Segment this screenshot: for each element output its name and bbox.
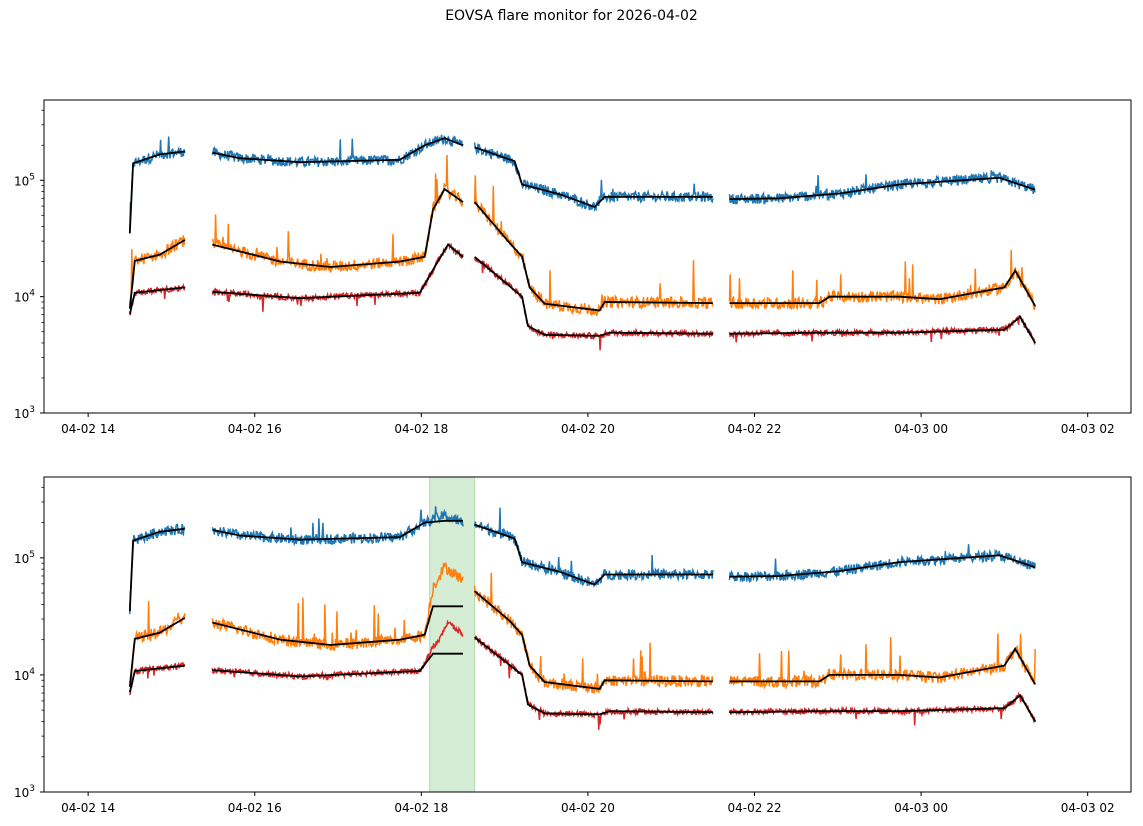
x-tick: 04-02 22 xyxy=(728,413,782,436)
x-tick: 04-02 14 xyxy=(61,413,115,436)
x-tick: 04-03 02 xyxy=(1061,792,1115,815)
fit-blue-segment-1 xyxy=(212,519,463,541)
panel-top: 04-02 14 04-02 16 04-02 18 04-02 20 04-02 22… xyxy=(14,99,1132,436)
fit-blue-segment-1 xyxy=(212,137,464,164)
x-tick: 04-03 00 xyxy=(894,792,948,815)
x-tick: 04-03 00 xyxy=(894,413,948,436)
fit-red-segment-1 xyxy=(212,652,463,678)
series-blue-segment-1 xyxy=(211,506,464,547)
series-blue-segment-1 xyxy=(211,134,464,169)
x-tick-label: 04-02 16 xyxy=(228,422,282,436)
x-tick-label: 04-02 14 xyxy=(61,422,115,436)
fit-blue-segment-3 xyxy=(729,554,1036,578)
fit-red-segment-3 xyxy=(729,315,1036,344)
y-tick: 104 xyxy=(14,667,44,683)
x-tick-label: 04-03 02 xyxy=(1061,801,1115,815)
fit-orange-segment-3 xyxy=(729,647,1036,685)
x-tick-label: 04-02 18 xyxy=(394,801,448,815)
x-tick: 04-02 22 xyxy=(728,792,782,815)
x-tick-label: 04-02 20 xyxy=(561,422,615,436)
series-blue-segment-2 xyxy=(473,142,714,213)
x-tick: 04-02 16 xyxy=(228,413,282,436)
fit-blue-segment-0 xyxy=(128,527,185,612)
axes-frame xyxy=(43,476,1132,793)
fit-blue-segment-0 xyxy=(128,150,185,234)
x-tick-label: 04-03 00 xyxy=(894,422,948,436)
x-tick-label: 04-03 00 xyxy=(894,801,948,815)
x-tick-label: 04-02 14 xyxy=(61,801,115,815)
x-tick: 04-02 18 xyxy=(394,413,448,436)
series-orange-segment-2 xyxy=(473,572,714,694)
series-blue-segment-0 xyxy=(129,136,186,232)
x-tick-label: 04-02 20 xyxy=(561,801,615,815)
series-blue-segment-3 xyxy=(728,544,1036,584)
y-tick-label: 105 xyxy=(14,550,35,566)
fit-red-segment-3 xyxy=(729,693,1036,722)
fit-orange-segment-2 xyxy=(474,590,713,690)
y-tick-label: 104 xyxy=(14,289,35,305)
series-orange-segment-0 xyxy=(129,235,186,305)
fit-orange-segment-2 xyxy=(473,201,713,312)
x-tick: 04-02 20 xyxy=(561,413,615,436)
y-tick: 105 xyxy=(14,550,44,566)
flare-interval-band xyxy=(429,476,476,793)
panel-bottom: 04-02 14 04-02 16 04-02 18 04-02 20 04-02 22… xyxy=(14,476,1132,815)
y-tick-label: 103 xyxy=(14,405,35,421)
x-tick-label: 04-03 02 xyxy=(1061,422,1115,436)
series-red-segment-2 xyxy=(474,635,714,730)
y-tick: 104 xyxy=(14,289,44,305)
series-blue-segment-0 xyxy=(129,523,186,615)
series-red-segment-0 xyxy=(129,283,186,316)
fit-blue-segment-2 xyxy=(474,523,713,586)
series-orange-segment-0 xyxy=(129,601,186,683)
x-tick: 04-02 14 xyxy=(61,792,115,815)
y-tick-label: 104 xyxy=(14,667,35,683)
x-tick: 04-02 16 xyxy=(228,792,282,815)
fit-orange-segment-0 xyxy=(128,239,186,309)
x-tick: 04-02 18 xyxy=(394,792,448,815)
series-orange-segment-3 xyxy=(728,633,1036,691)
y-tick: 103 xyxy=(14,405,44,421)
y-tick: 105 xyxy=(14,172,44,188)
fit-orange-segment-1 xyxy=(212,187,464,268)
x-tick-label: 04-02 18 xyxy=(394,422,448,436)
series-orange-segment-1 xyxy=(211,562,464,652)
fit-red-segment-1 xyxy=(212,243,464,300)
x-tick-label: 04-02 22 xyxy=(728,801,782,815)
fit-red-segment-0 xyxy=(128,286,185,315)
y-tick-label: 103 xyxy=(14,784,35,800)
fit-orange-segment-1 xyxy=(212,605,463,646)
y-tick-label: 105 xyxy=(14,172,35,188)
series-red-segment-0 xyxy=(129,661,186,696)
x-tick-label: 04-02 22 xyxy=(728,422,782,436)
fit-orange-segment-3 xyxy=(729,268,1036,307)
fit-red-segment-2 xyxy=(474,636,713,716)
fit-blue-segment-3 xyxy=(729,176,1036,200)
series-red-segment-3 xyxy=(728,691,1036,726)
fit-blue-segment-2 xyxy=(474,146,713,209)
axes-frame xyxy=(43,99,1132,414)
y-tick: 103 xyxy=(14,784,44,800)
figure-title: EOVSA flare monitor for 2026-04-02 xyxy=(445,8,698,24)
fit-orange-segment-0 xyxy=(128,617,186,687)
x-tick: 04-03 02 xyxy=(1061,413,1115,436)
fit-red-segment-2 xyxy=(474,256,713,337)
x-tick-label: 04-02 16 xyxy=(228,801,282,815)
fit-red-segment-0 xyxy=(128,664,185,693)
series-orange-segment-3 xyxy=(728,249,1036,311)
series-blue-segment-3 xyxy=(728,170,1036,205)
x-tick: 04-02 20 xyxy=(561,792,615,815)
